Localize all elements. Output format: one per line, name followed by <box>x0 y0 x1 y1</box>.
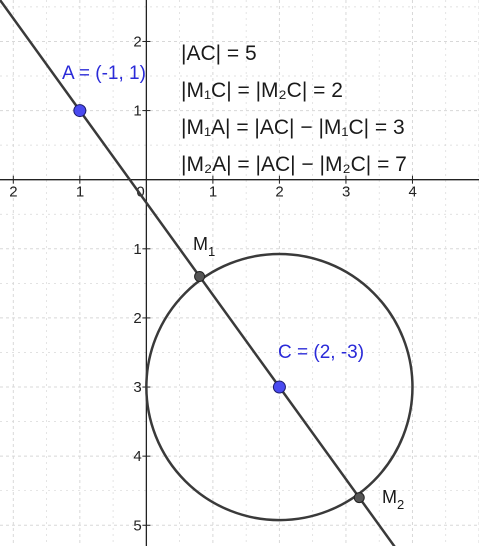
point-a[interactable] <box>73 104 87 118</box>
y-tick-label: 5 <box>133 517 141 534</box>
y-tick-label: 1 <box>133 241 141 258</box>
y-tick-label: 1 <box>133 103 141 120</box>
points <box>73 104 365 504</box>
y-tick-label: 2 <box>133 33 141 50</box>
tick-labels: 2 1 0 1 2 3 4 2 1 1 2 3 4 5 <box>9 33 417 534</box>
x-tick-label: 2 <box>275 184 283 201</box>
formula-block: |AC| = 5 |M₁C| = |M₂C| = 2 |M₁A| = |AC| … <box>181 42 407 176</box>
y-tick-label: 3 <box>133 379 141 396</box>
formula-line-3: |M₁A| = |AC| − |M₁C| = 3 <box>181 116 405 139</box>
x-tick-label: 0 <box>136 184 144 201</box>
point-c-label: C = (2, -3) <box>278 342 364 363</box>
point-m1[interactable] <box>194 270 206 282</box>
formula-line-4: |M₂A| = |AC| − |M₂C| = 7 <box>181 153 407 176</box>
formula-line-2: |M₁C| = |M₂C| = 2 <box>181 79 343 102</box>
x-tick-label: 1 <box>76 184 84 201</box>
y-tick-label: 4 <box>133 448 141 465</box>
point-m1-label: M1 <box>193 234 215 259</box>
point-c[interactable] <box>272 380 286 394</box>
y-tick-label: 2 <box>133 310 141 327</box>
x-tick-label: 2 <box>9 184 17 201</box>
formula-line-1: |AC| = 5 <box>181 42 257 65</box>
x-tick-label: 1 <box>209 184 217 201</box>
point-a-label: A = (-1, 1) <box>62 63 146 84</box>
point-m2-label: M2 <box>382 487 404 512</box>
circle-c <box>145 252 414 522</box>
x-tick-label: 4 <box>408 184 416 201</box>
x-tick-label: 3 <box>342 184 350 201</box>
point-m2[interactable] <box>353 492 365 504</box>
point-labels: A = (-1, 1) C = (2, -3) M1 M2 <box>62 63 404 512</box>
